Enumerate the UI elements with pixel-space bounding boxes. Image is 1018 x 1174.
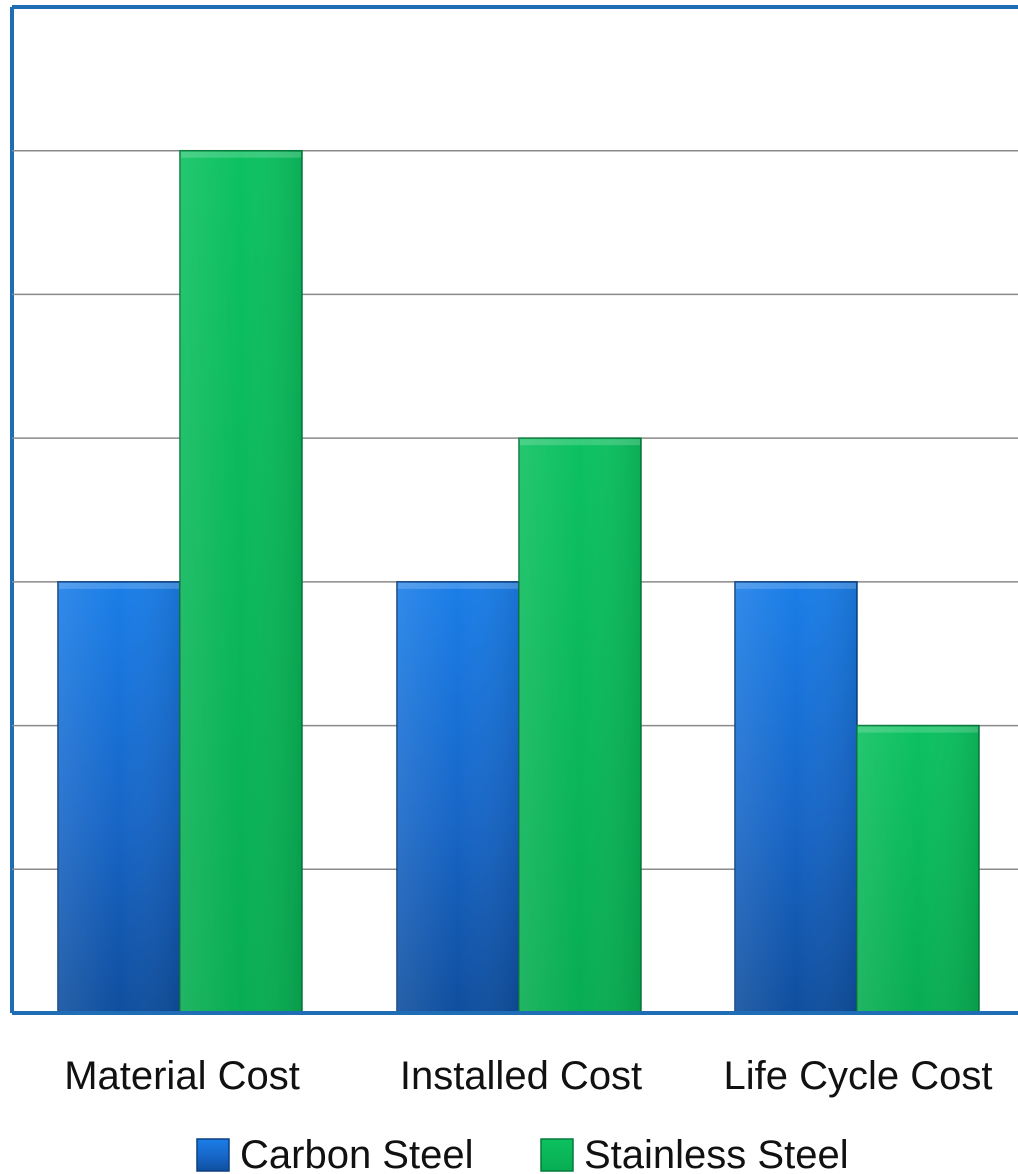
bar-sheen xyxy=(397,581,519,1013)
bar-sheen xyxy=(58,581,180,1013)
bar-highlight xyxy=(398,582,518,589)
legend: Carbon Steel Stainless Steel xyxy=(196,1133,849,1174)
legend-label-carbon-steel: Carbon Steel xyxy=(240,1133,473,1174)
bar-highlight xyxy=(858,726,978,733)
bar-sheen xyxy=(735,581,857,1013)
bar-sheen xyxy=(519,438,641,1014)
bar-highlight xyxy=(520,439,640,446)
bar-highlight xyxy=(59,582,179,589)
bar-sheen xyxy=(180,150,302,1013)
bars xyxy=(57,149,980,1014)
bar-sheen xyxy=(857,725,979,1013)
legend-swatch-carbon-steel xyxy=(196,1138,230,1172)
category-label-installed-cost: Installed Cost xyxy=(400,1054,642,1098)
legend-swatch-stainless-steel xyxy=(540,1138,574,1172)
legend-label-stainless-steel: Stainless Steel xyxy=(584,1133,849,1174)
category-label-life-cycle-cost: Life Cycle Cost xyxy=(724,1054,993,1098)
category-labels: Material Cost Installed Cost Life Cycle Co… xyxy=(64,1054,992,1098)
category-label-material-cost: Material Cost xyxy=(64,1054,300,1098)
bar-highlight xyxy=(736,582,856,589)
bar-highlight xyxy=(181,151,301,158)
